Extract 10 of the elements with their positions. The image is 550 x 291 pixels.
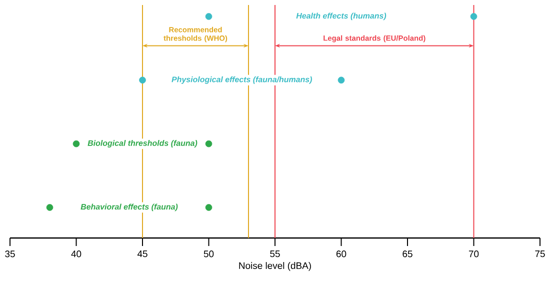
- x-tick-label: 60: [336, 250, 346, 258]
- x-tick-label: 65: [402, 250, 412, 258]
- x-tick-label: 45: [137, 250, 148, 258]
- x-tick-label: 35: [5, 250, 15, 258]
- x-tick-label: 40: [71, 250, 82, 258]
- x-axis-title: Noise level (dBA): [239, 262, 311, 271]
- x-tick-label: 75: [535, 250, 545, 258]
- x-tick-label: 50: [204, 250, 214, 258]
- x-tick-label: 70: [468, 250, 479, 258]
- x-tick-label: 55: [270, 250, 280, 258]
